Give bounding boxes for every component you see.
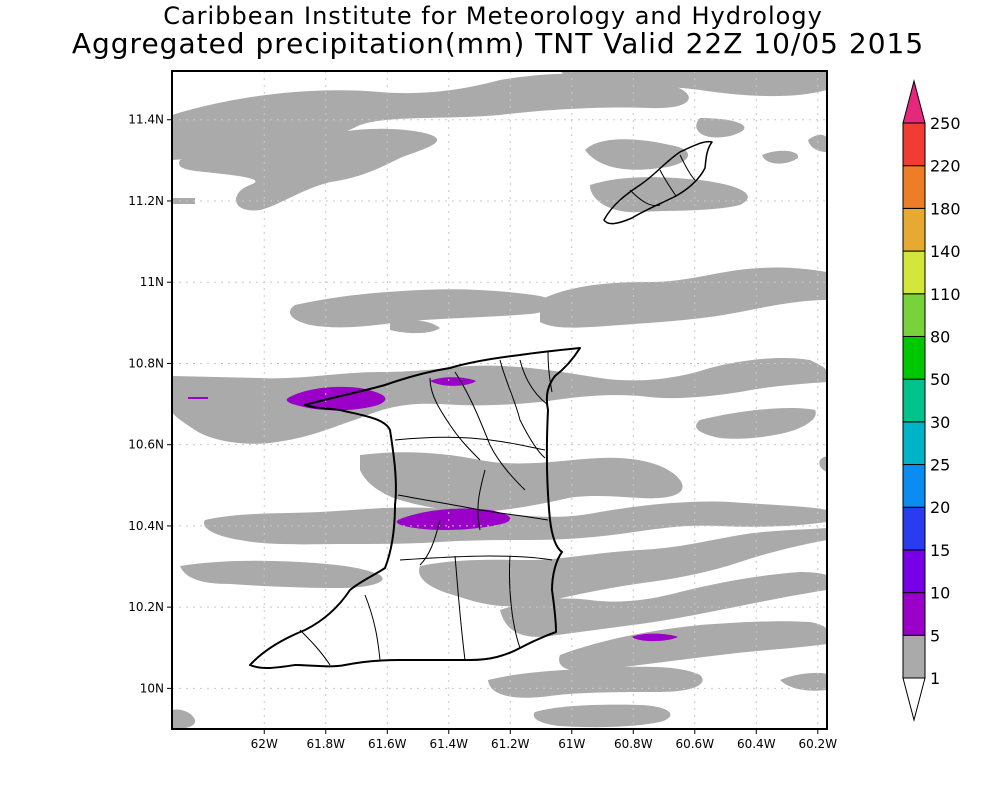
- rain-area: [540, 267, 827, 328]
- legend-swatch: [902, 250, 926, 295]
- map-frame: [171, 70, 828, 730]
- moderate-rain-area: [188, 397, 208, 399]
- rain-area: [500, 572, 827, 637]
- rain-area: [419, 528, 827, 607]
- rain-area: [172, 709, 196, 729]
- rain-area: [533, 704, 671, 728]
- legend-label: 140: [930, 242, 961, 261]
- trinidad-coastline: [249, 347, 581, 669]
- rain-area: [360, 452, 683, 512]
- legend-swatch: [902, 549, 926, 594]
- legend-swatch: [902, 506, 926, 551]
- legend-label: 1: [930, 669, 940, 688]
- administrative-boundaries: [299, 154, 696, 666]
- legend-swatch: [902, 335, 926, 380]
- lat-tick-label: 11N: [140, 275, 164, 289]
- rain-area: [179, 128, 438, 211]
- map-title: Caribbean Institute for Meteorology and …: [163, 2, 823, 30]
- lon-tick-label: 62W: [251, 737, 278, 751]
- legend-label: 180: [930, 199, 961, 218]
- legend-label: 15: [930, 541, 950, 560]
- lat-tick-label: 10.8N: [128, 356, 164, 370]
- lat-tick-label: 11.2N: [128, 194, 164, 208]
- rain-area: [172, 198, 195, 204]
- lon-tick-label: 60.8W: [614, 737, 653, 751]
- rain-area: [696, 408, 816, 439]
- lon-tick-label: 60.2W: [798, 737, 837, 751]
- latitude-labels: 11.4N 11.2N 11N 10.8N 10.6N 10.4N 10.2N 10N: [128, 113, 164, 696]
- legend-swatch: [902, 122, 926, 167]
- lat-tick-label: 11.4N: [128, 113, 164, 127]
- land-outlines: [249, 140, 713, 669]
- legend-swatch: [902, 378, 926, 423]
- lon-tick-label: 60.6W: [675, 737, 714, 751]
- lon-tick-label: 60.4W: [737, 737, 776, 751]
- rain-area: [559, 621, 827, 672]
- lon-tick-label: 61.6W: [368, 737, 407, 751]
- rain-area: [585, 139, 689, 170]
- rain-area: [172, 357, 827, 444]
- moderate-rain-area: [632, 633, 678, 642]
- legend-swatch: [902, 634, 926, 679]
- legend-swatch: [902, 207, 926, 252]
- legend-colorbar: [902, 79, 926, 722]
- rain-area: [488, 666, 703, 698]
- lat-tick-label: 10.6N: [128, 438, 164, 452]
- legend-swatch: [902, 293, 926, 337]
- moderate-rain-area: [430, 377, 476, 386]
- legend-label: 110: [930, 285, 961, 304]
- rain-area: [204, 501, 827, 545]
- rain-area: [780, 672, 827, 691]
- lon-tick-label: 61W: [558, 737, 585, 751]
- moderate-rain-area: [396, 508, 511, 531]
- map-subtitle: Aggregated precipitation(mm) TNT Valid 2…: [71, 27, 925, 60]
- rain-area: [762, 150, 799, 164]
- lon-tick-label: 61.2W: [491, 737, 530, 751]
- legend-label: 30: [930, 413, 950, 432]
- legend-label: 80: [930, 327, 950, 346]
- rain-area: [390, 320, 440, 334]
- rain-area: [590, 177, 748, 213]
- longitude-labels: 62W 61.8W 61.6W 61.4W 61.2W 61W 60.8W 60.6W 60.4…: [251, 737, 838, 751]
- moderate-rain-area: [286, 386, 386, 411]
- axis-ticks: [167, 119, 819, 734]
- light-rain-areas: [172, 71, 827, 729]
- legend-label: 5: [930, 626, 940, 645]
- legend-label: 10: [930, 584, 950, 603]
- legend-label: 50: [930, 370, 950, 389]
- legend-label: 20: [930, 498, 950, 517]
- rain-area: [696, 118, 745, 138]
- lon-tick-label: 61.8W: [306, 737, 345, 751]
- rain-area: [172, 73, 689, 160]
- legend-bottom-arrow: [902, 677, 926, 722]
- rain-area: [819, 456, 827, 472]
- legend-top-arrow: [902, 79, 926, 124]
- rain-area: [808, 134, 827, 152]
- lat-tick-label: 10.2N: [128, 600, 164, 614]
- rain-area: [180, 560, 383, 588]
- lon-tick-label: 61.4W: [429, 737, 468, 751]
- legend-label: 250: [930, 114, 961, 133]
- rain-area: [290, 289, 553, 328]
- lat-tick-label: 10.4N: [128, 519, 164, 533]
- tobago-coastline: [603, 140, 713, 225]
- legend-swatch: [902, 464, 926, 508]
- rain-area: [560, 71, 827, 97]
- lat-tick-label: 10N: [140, 681, 164, 695]
- legend-label: 25: [930, 456, 950, 475]
- legend-swatch: [902, 421, 926, 466]
- legend-swatch: [902, 592, 926, 636]
- moderate-rain-areas: [188, 377, 678, 642]
- legend-swatch: [902, 165, 926, 209]
- legend-label: 220: [930, 157, 961, 176]
